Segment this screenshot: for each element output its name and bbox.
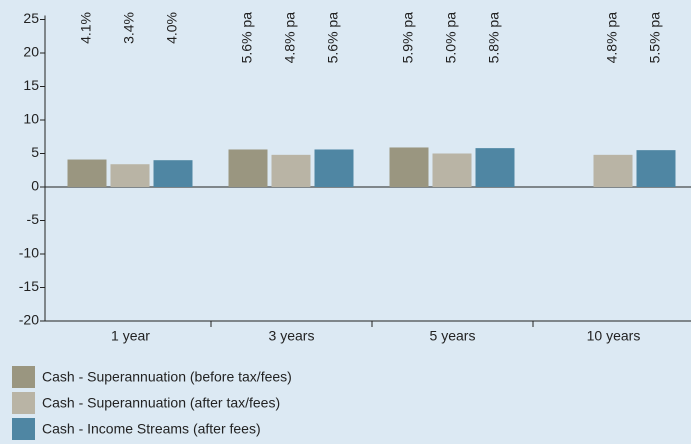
x-tick-label: 1 year <box>111 328 150 344</box>
value-label: 4.8% pa <box>604 12 620 64</box>
value-label: 4.8% pa <box>282 12 298 64</box>
value-label: 4.1% <box>78 12 94 44</box>
bar <box>593 154 633 187</box>
value-label: 5.9% pa <box>400 12 416 64</box>
value-label: 4.0% <box>164 12 180 44</box>
legend-label: Cash - Superannuation (before tax/fees) <box>42 369 292 385</box>
value-label: 5.5% pa <box>647 12 663 64</box>
bar <box>67 159 107 187</box>
bar <box>314 149 354 187</box>
bar <box>228 149 268 187</box>
bar <box>271 154 311 187</box>
bar <box>153 160 193 187</box>
bar <box>432 153 472 187</box>
legend-swatch <box>12 366 35 388</box>
y-tick-label: 0 <box>31 178 39 194</box>
value-label: 5.8% pa <box>486 12 502 64</box>
y-tick-label: 15 <box>23 77 39 93</box>
bar <box>475 148 515 187</box>
legend-label: Cash - Superannuation (after tax/fees) <box>42 395 280 411</box>
x-tick-label: 3 years <box>269 328 315 344</box>
value-label: 5.6% pa <box>325 12 341 64</box>
value-label: 5.0% pa <box>443 12 459 64</box>
legend-swatch <box>12 418 35 440</box>
y-tick-label: -20 <box>19 312 39 328</box>
y-tick-label: 20 <box>23 44 39 60</box>
y-tick-label: 5 <box>31 144 39 160</box>
bar <box>110 164 150 187</box>
y-tick-label: -10 <box>19 245 39 261</box>
value-label: 3.4% <box>121 12 137 44</box>
value-label: 5.6% pa <box>239 12 255 64</box>
bar <box>389 147 429 187</box>
y-tick-label: 10 <box>23 111 39 127</box>
bar <box>636 150 676 187</box>
x-tick-label: 10 years <box>587 328 641 344</box>
legend-swatch <box>12 392 35 414</box>
x-tick-label: 5 years <box>430 328 476 344</box>
y-tick-label: -5 <box>27 211 40 227</box>
y-tick-label: 25 <box>23 10 39 26</box>
legend-label: Cash - Income Streams (after fees) <box>42 421 261 437</box>
y-tick-label: -15 <box>19 278 39 294</box>
